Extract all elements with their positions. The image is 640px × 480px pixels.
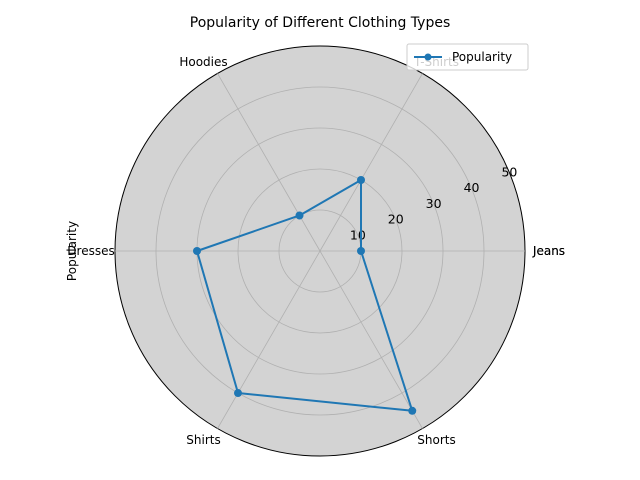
- legend: Popularity: [406, 43, 529, 71]
- angular-gridlines: [115, 73, 525, 429]
- spoke-shorts: [319, 250, 423, 429]
- radial-tick-labels: 10 20 30 40 50: [350, 165, 517, 243]
- data-point-dresses: [193, 247, 201, 255]
- data-point-jeans: [357, 247, 365, 255]
- category-label-dresses: Dresses: [67, 244, 114, 258]
- data-point-shorts: [408, 406, 417, 415]
- legend-entry-popularity: Popularity: [452, 50, 512, 64]
- legend-box: [406, 43, 529, 71]
- series-popularity: [193, 175, 417, 415]
- spoke-hoodies: [217, 73, 321, 252]
- category-label-shirts: Shirts: [186, 433, 220, 447]
- ring-40: [155, 86, 485, 416]
- radial-tick-10: 10: [350, 227, 366, 242]
- category-label-shorts: Shorts: [417, 433, 455, 447]
- legend-marker-swatch: [424, 53, 432, 61]
- data-point-hoodies: [295, 211, 304, 220]
- radial-tick-30: 30: [426, 196, 442, 211]
- radial-tick-40: 40: [464, 180, 480, 195]
- spoke-t-shirts: [319, 73, 423, 252]
- data-point-t-shirts: [357, 175, 365, 184]
- radial-tick-20: 20: [388, 212, 404, 227]
- data-point-shirts: [234, 389, 242, 398]
- spoke-shirts: [217, 250, 321, 429]
- ring-20: [237, 168, 403, 334]
- category-label-jeans: Jeans: [532, 244, 565, 258]
- category-label-hoodies: Hoodies: [179, 55, 227, 69]
- category-label-jeans: Jeans: [532, 244, 565, 258]
- radial-tick-50: 50: [501, 165, 517, 180]
- chart-title: Popularity of Different Clothing Types: [190, 15, 451, 31]
- y-axis-label: Popularity: [65, 221, 79, 281]
